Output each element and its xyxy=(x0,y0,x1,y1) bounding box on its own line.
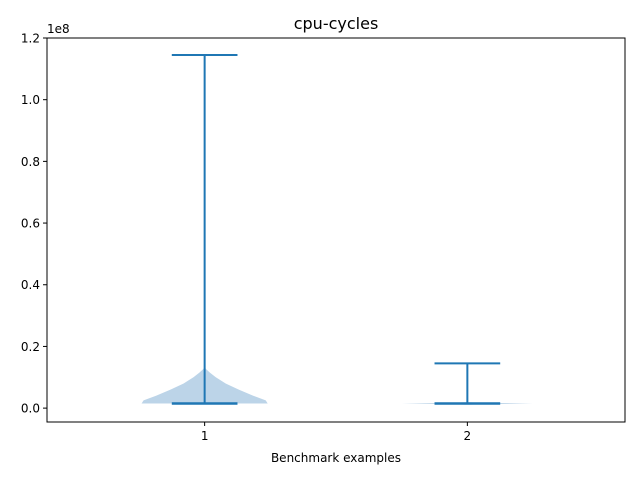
violin-2 xyxy=(401,362,534,405)
y-tick-label: 1.0 xyxy=(21,93,40,107)
y-tick-label: 0.8 xyxy=(21,155,40,169)
y-axis-offset-label: 1e8 xyxy=(47,22,70,36)
y-tick-label: 1.2 xyxy=(21,32,40,46)
violins-layer xyxy=(141,53,534,405)
y-tick-label: 0.4 xyxy=(21,278,40,292)
y-tick-label: 0.0 xyxy=(21,402,40,416)
x-tick-label: 1 xyxy=(201,429,209,443)
chart-title: cpu-cycles xyxy=(294,14,379,33)
x-axis-label: Benchmark examples xyxy=(271,451,401,465)
plot-frame xyxy=(46,37,626,423)
y-tick-label: 0.6 xyxy=(21,217,40,231)
x-tick-label: 2 xyxy=(464,429,472,443)
y-tick-label: 0.2 xyxy=(21,340,40,354)
y-axis: 0.0 0.2 0.4 0.6 0.8 1.0 1.2 xyxy=(21,32,47,416)
violin-1 xyxy=(141,53,268,405)
